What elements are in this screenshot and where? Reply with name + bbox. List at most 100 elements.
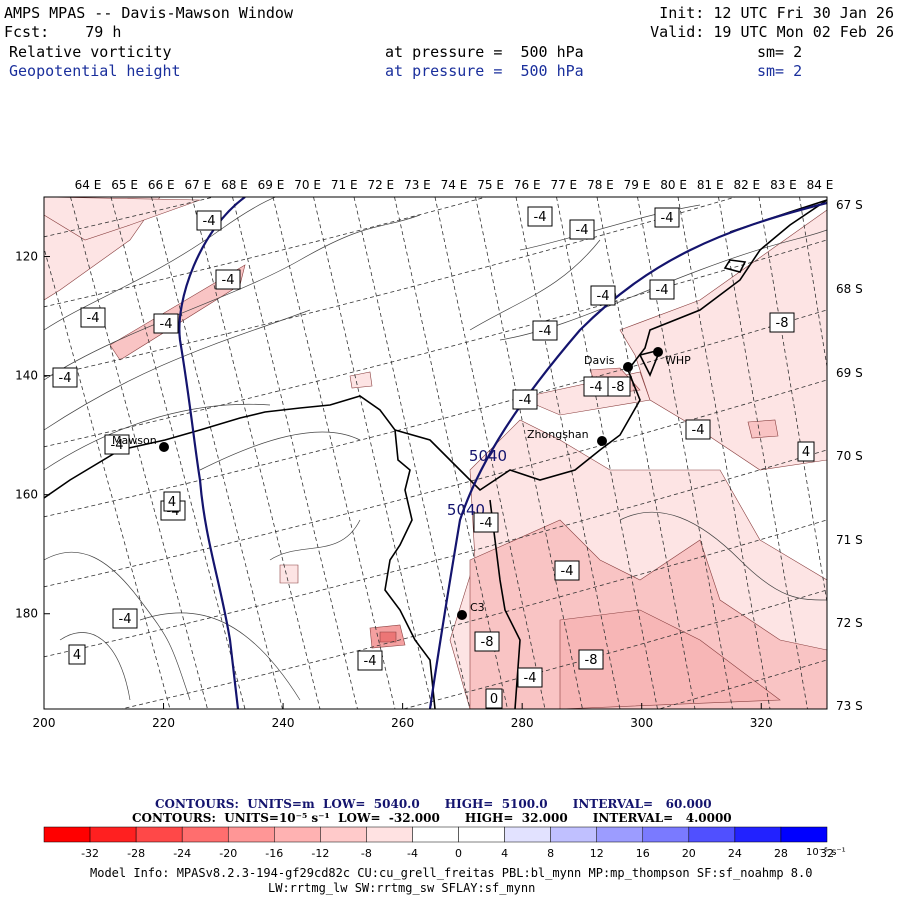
vorticity-contour-label: -4	[534, 210, 547, 225]
coastline	[638, 348, 662, 377]
vorticity-label-box	[649, 279, 675, 300]
colorbar-swatch	[688, 826, 736, 843]
meridian-line	[232, 197, 358, 709]
latitude-label: 72 S	[836, 616, 863, 630]
height-contour-label: 5040	[469, 447, 507, 465]
vorticity-label-box	[797, 441, 815, 462]
x-tick-label: 200	[33, 716, 56, 730]
station-marker	[457, 610, 467, 620]
x-tick-label: 220	[152, 716, 175, 730]
vorticity-label-box	[68, 644, 86, 665]
vorticity-label-box	[163, 491, 181, 512]
vorticity-area	[379, 631, 397, 643]
vorticity-contour-label: -4	[539, 324, 552, 339]
vorticity-label-box	[485, 688, 503, 709]
vorticity-isoline	[269, 519, 361, 561]
latitude-label: 73 S	[836, 699, 863, 713]
longitude-label: 67 E	[184, 178, 211, 192]
colorbar-label: 24	[728, 847, 742, 860]
vorticity-label-box	[196, 210, 222, 231]
colorbar-swatch	[320, 826, 367, 843]
colorbar-swatch	[412, 826, 459, 843]
field1-name: Relative vorticity	[9, 43, 172, 61]
longitude-label: 71 E	[331, 178, 358, 192]
vorticity-contour-label: -4	[203, 214, 216, 229]
colorbar-swatch	[596, 826, 644, 843]
vorticity-isoline	[619, 511, 827, 601]
vorticity-contour-label: -4	[111, 438, 124, 453]
vorticity-contour-label: -4	[561, 564, 574, 579]
station-marker	[159, 442, 169, 452]
vorticity-label-box	[769, 312, 795, 333]
vorticity-isoline	[44, 403, 271, 471]
vorticity-area	[619, 209, 827, 471]
y-tick-label: 160	[15, 488, 38, 502]
meridian-line	[394, 197, 508, 709]
longitude-label: 82 E	[733, 178, 760, 192]
vorticity-contour-label: 0	[490, 692, 498, 707]
vorticity-contour-label: -8	[776, 316, 789, 331]
colorbar-label: -24	[173, 847, 191, 860]
colorbar-swatch	[274, 826, 321, 843]
station-marker	[597, 436, 607, 446]
latitude-label: 71 S	[836, 533, 863, 547]
latitude-line	[401, 589, 827, 709]
latitude-label: 67 S	[836, 198, 863, 212]
vorticity-contour-label: -4	[597, 289, 610, 304]
vorticity-label-box	[80, 307, 106, 328]
latitude-line	[44, 197, 216, 238]
longitude-label: 78 E	[587, 178, 614, 192]
meridian-line	[313, 197, 433, 709]
colorbar-label: 32	[820, 847, 834, 860]
vorticity-contour-label: -4	[119, 612, 132, 627]
latitude-label: 70 S	[836, 449, 863, 463]
vorticity-contour-info: CONTOURS: UNITS=10⁻⁵ s⁻¹ LOW= -32.000 HI…	[132, 811, 732, 825]
coastline	[489, 499, 521, 709]
colorbar-label: -4	[407, 847, 418, 860]
height-contour-info: CONTOURS: UNITS=m LOW= 5040.0 HIGH= 5100…	[155, 797, 712, 811]
vorticity-contour-label: 4	[73, 648, 81, 663]
vorticity-isoline	[59, 632, 131, 701]
vorticity-contour-label: -4	[656, 283, 669, 298]
colorbar-swatch	[550, 826, 597, 843]
station-label: C3	[470, 601, 485, 614]
longitude-label: 80 E	[660, 178, 687, 192]
vorticity-contour-label: -4	[59, 371, 72, 386]
colorbar-swatch	[227, 826, 275, 843]
longitude-label: 76 E	[514, 178, 541, 192]
longitude-label: 81 E	[697, 178, 724, 192]
height-contour	[428, 201, 827, 709]
coastline	[394, 199, 827, 492]
colorbar-swatch	[734, 826, 782, 843]
longitude-label: 64 E	[75, 178, 102, 192]
vorticity-label-box	[473, 512, 499, 533]
meridian-line	[191, 197, 321, 709]
meridian-line	[353, 197, 471, 709]
colorbar-swatch	[135, 826, 183, 843]
vorticity-area	[349, 371, 373, 389]
latitude-label: 68 S	[836, 282, 863, 296]
y-tick-label: 120	[15, 250, 38, 264]
colorbar-label: -28	[127, 847, 145, 860]
vorticity-area	[279, 564, 299, 584]
longitude-label: 68 E	[221, 178, 248, 192]
meridian-line	[718, 197, 808, 709]
colorbar-units: 10⁻⁵ s⁻¹	[806, 847, 846, 858]
colorbar-label: 16	[636, 847, 650, 860]
station-marker	[653, 347, 663, 357]
x-tick-label: 300	[630, 716, 653, 730]
vorticity-contour-label: 4	[168, 495, 176, 510]
meridian-line	[556, 197, 658, 709]
colorbar-swatch	[89, 826, 137, 843]
vorticity-contour-label: -4	[576, 223, 589, 238]
vorticity-contour-label: -4	[364, 654, 377, 669]
meridian-line	[475, 197, 583, 709]
meridian-line	[596, 197, 696, 709]
vorticity-label-box	[569, 219, 595, 240]
vorticity-contour-label: -4	[222, 273, 235, 288]
station-marker	[623, 362, 633, 372]
x-tick-label: 240	[272, 716, 295, 730]
y-tick-label: 140	[15, 369, 38, 383]
longitude-label: 69 E	[258, 178, 285, 192]
